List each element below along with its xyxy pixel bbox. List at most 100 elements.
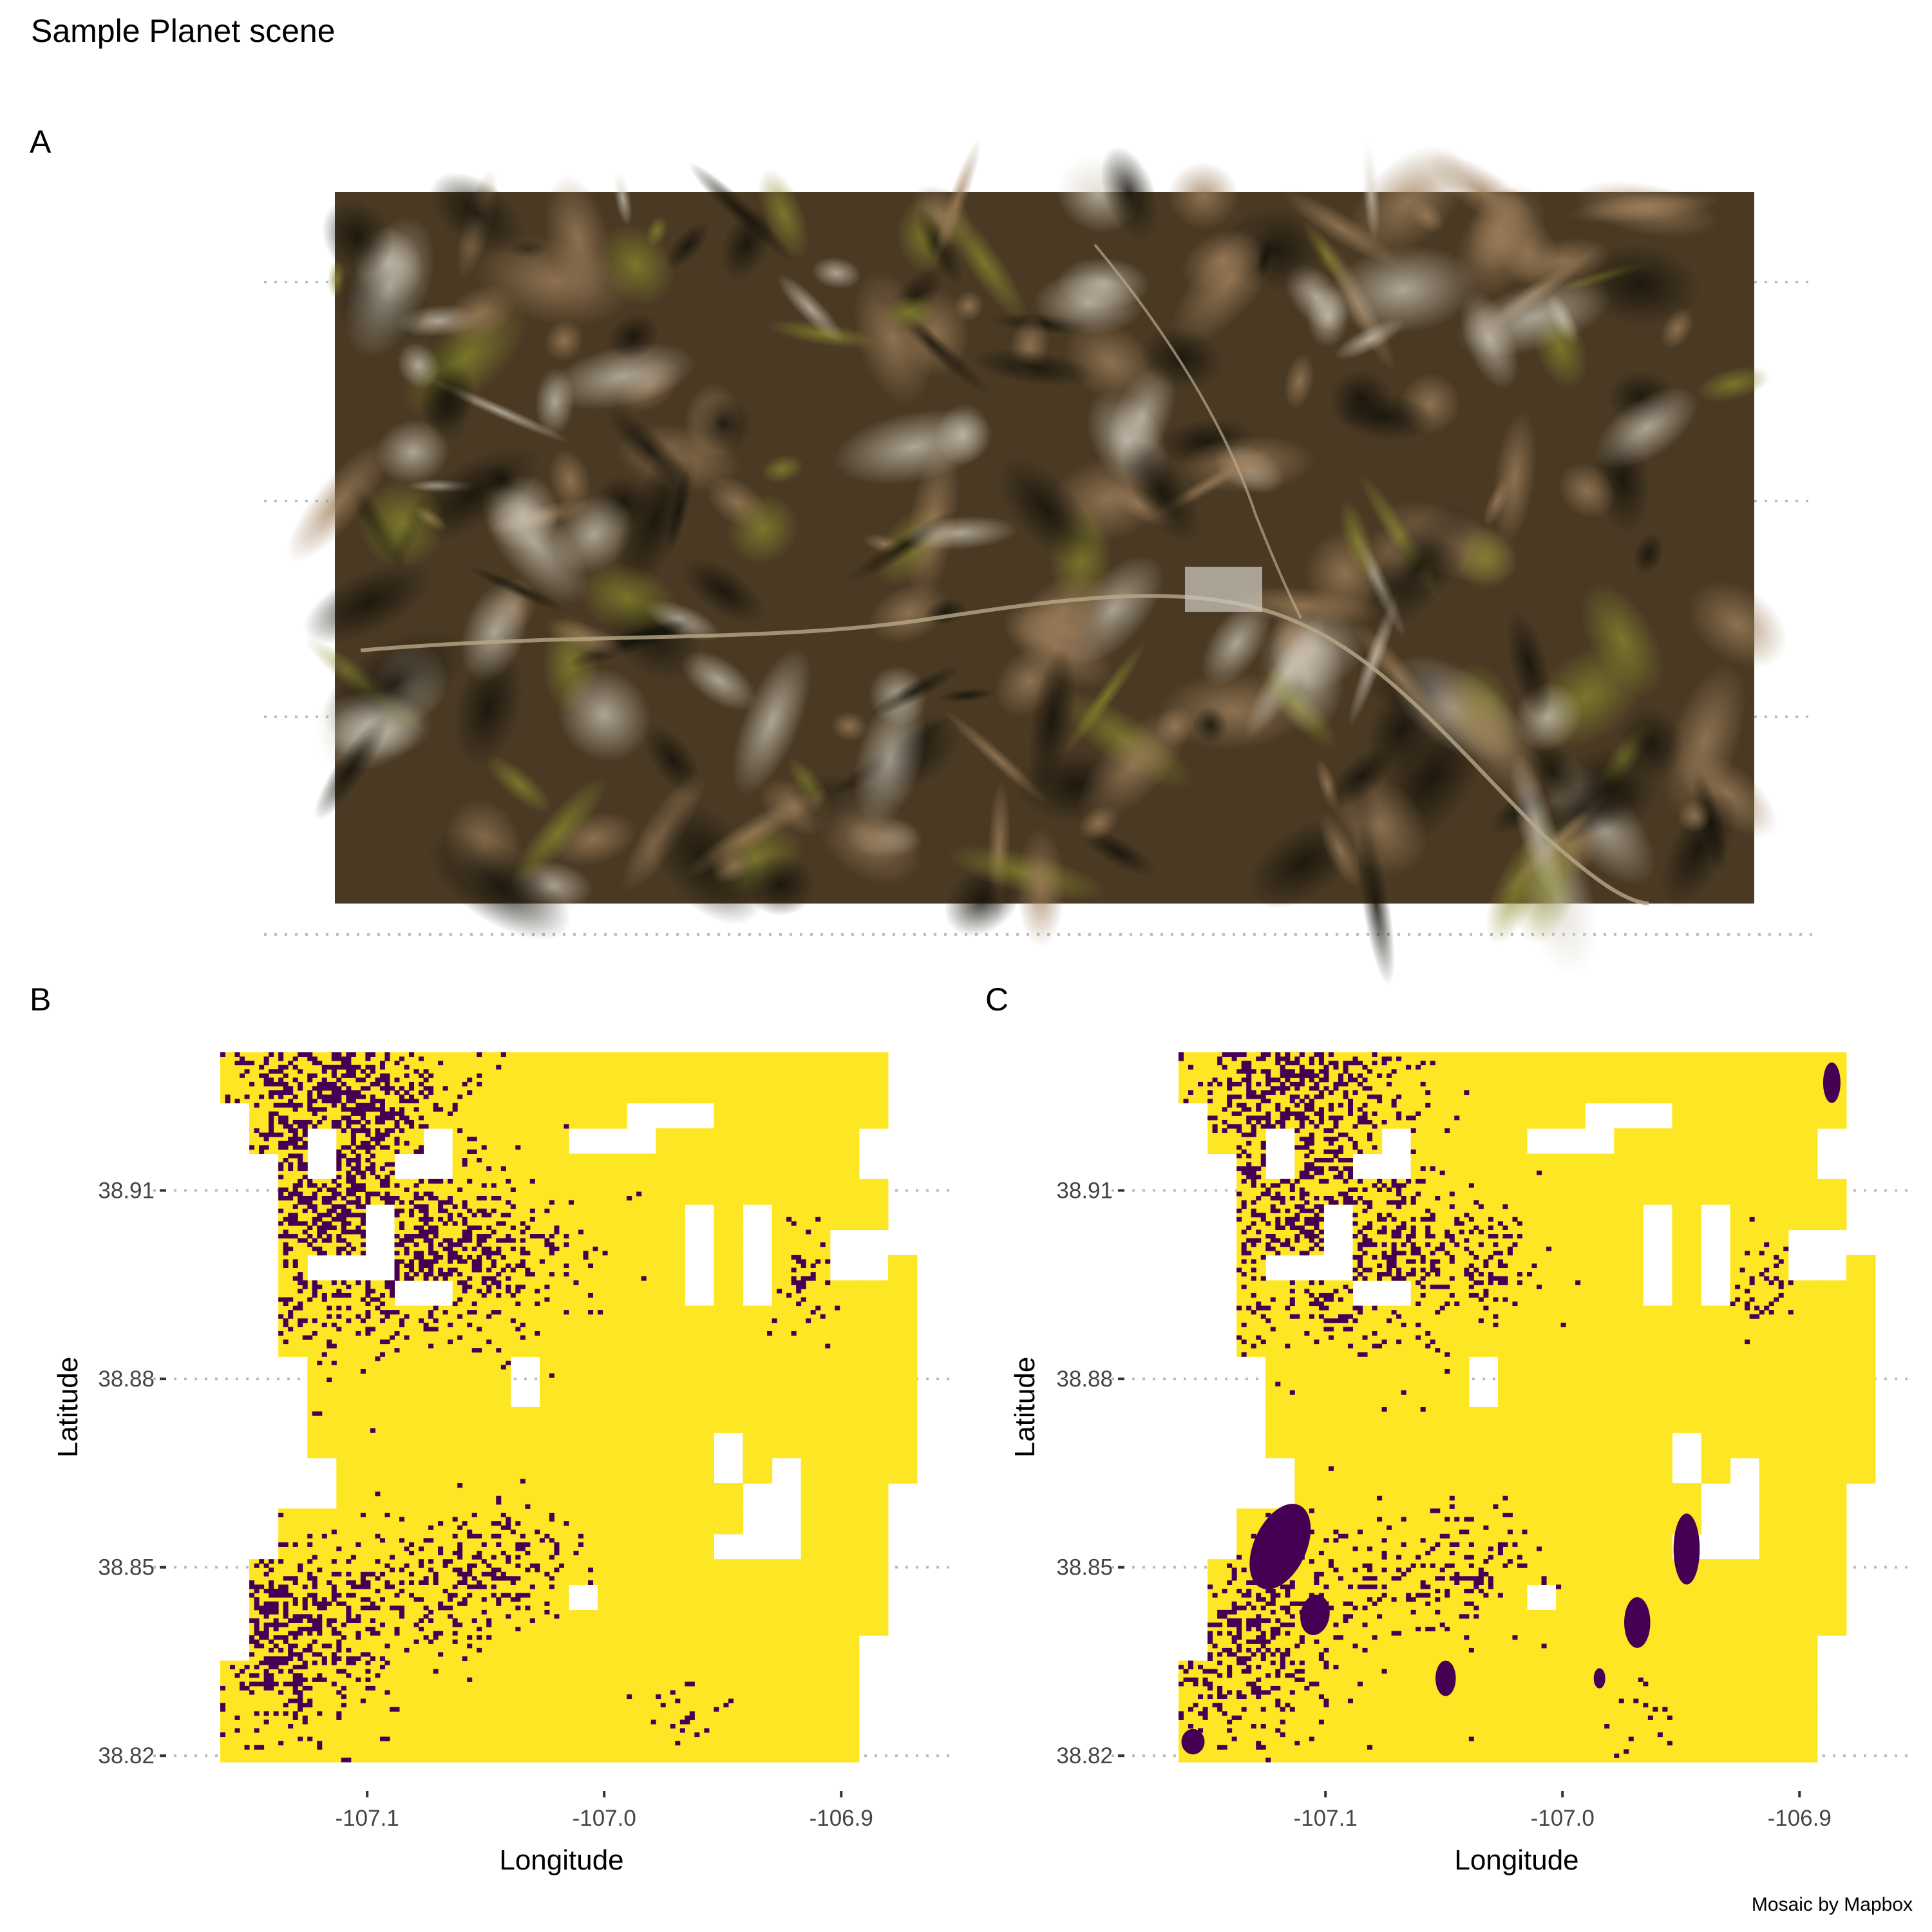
raster-cell: [1439, 1711, 1470, 1738]
raster-cell: [394, 1736, 424, 1763]
raster-cell: [772, 1052, 802, 1078]
raster-cell: [569, 1508, 598, 1535]
raster-cell: [1556, 1153, 1586, 1180]
raster-cell: [1759, 1153, 1789, 1180]
raster-cell: [800, 1635, 831, 1662]
raster-cell: [452, 1685, 482, 1712]
raster-cell: [1527, 1052, 1557, 1078]
raster-cell: [1381, 1432, 1412, 1459]
raster-cell: [858, 1179, 889, 1205]
raster-cell: [1846, 1305, 1876, 1332]
raster-cell: [1410, 1381, 1441, 1408]
raster-cell: [510, 1153, 540, 1180]
raster-cell: [685, 1508, 715, 1535]
raster-cell: [1672, 1077, 1702, 1104]
raster-cell: [772, 1179, 802, 1205]
raster-cell: [336, 1457, 366, 1484]
raster-cell: [1556, 1407, 1586, 1433]
raster-cell: [743, 1103, 773, 1129]
raster-cell: [627, 1381, 656, 1408]
raster-cell: [800, 1533, 831, 1560]
raster-cell: [394, 1660, 424, 1687]
raster-cell: [772, 1736, 802, 1763]
raster-cell: [394, 1381, 424, 1408]
raster-cell: [1585, 1559, 1615, 1586]
raster-cell: [772, 1584, 802, 1611]
raster-cell: [1846, 1356, 1876, 1383]
raster-cell: [1672, 1128, 1702, 1155]
raster-cell: [800, 1381, 831, 1408]
panel-b-tag: B: [30, 981, 52, 1018]
raster-cell: [1468, 1432, 1499, 1459]
panel-c-x-axis: -107.1 -107.0 -106.9: [1294, 1791, 1832, 1831]
raster-cell: [423, 1407, 453, 1433]
raster-cell: [1381, 1736, 1412, 1763]
raster-cell: [1759, 1432, 1789, 1459]
raster-cell: [685, 1432, 715, 1459]
raster-cell: [627, 1280, 656, 1307]
raster-cell: [1643, 1508, 1673, 1535]
raster-cell: [656, 1280, 685, 1307]
raster-cell: [1701, 1635, 1731, 1662]
raster-cell: [1643, 1432, 1673, 1459]
raster-cell: [1701, 1077, 1731, 1104]
raster-cell: [1817, 1280, 1847, 1307]
raster-cell: [743, 1356, 773, 1383]
raster-cell: [656, 1331, 685, 1357]
raster-cell: [1788, 1508, 1818, 1535]
raster-cell: [1352, 1457, 1383, 1484]
raster-cell: [1556, 1052, 1586, 1078]
raster-cell: [1381, 1381, 1412, 1408]
raster-cell: [510, 1660, 540, 1687]
raster-cell: [1817, 1457, 1847, 1484]
raster-cell: [772, 1229, 802, 1256]
raster-cell: [1439, 1128, 1470, 1155]
raster-cell: [656, 1533, 685, 1560]
raster-cell: [569, 1103, 598, 1129]
raster-cell: [1352, 1381, 1383, 1408]
x-tick-label-2: -106.9: [810, 1806, 873, 1831]
raster-cell: [1527, 1153, 1557, 1180]
raster-cell: [1556, 1381, 1586, 1408]
raster-cell: [656, 1635, 685, 1662]
raster-cell: [1701, 1432, 1731, 1459]
raster-cell: [1614, 1685, 1643, 1712]
raster-cell: [1788, 1685, 1818, 1712]
raster-cell: [1556, 1685, 1586, 1712]
raster-cell: [714, 1077, 744, 1104]
raster-cell: [539, 1280, 569, 1307]
raster-cell: [685, 1483, 715, 1510]
raster-cell: [394, 1483, 424, 1510]
raster-cell: [800, 1229, 831, 1256]
raster-cell: [598, 1660, 627, 1687]
raster-cell: [714, 1711, 744, 1738]
raster-cell: [1759, 1635, 1789, 1662]
raster-cell: [1497, 1331, 1528, 1357]
raster-cell: [1585, 1204, 1615, 1231]
raster-cell: [1468, 1685, 1499, 1712]
raster-cell: [569, 1635, 598, 1662]
raster-cell: [656, 1736, 685, 1763]
raster-cell: [394, 1407, 424, 1433]
raster-cell: [685, 1077, 715, 1104]
raster-cell: [887, 1280, 918, 1307]
raster-cell: [1817, 1483, 1847, 1510]
raster-cell: [800, 1432, 831, 1459]
raster-cell: [800, 1128, 831, 1155]
raster-cell: [336, 1432, 366, 1459]
panel-b-y-axis: 38.91 38.88 38.85 38.82: [98, 1179, 166, 1768]
raster-cell: [1497, 1483, 1528, 1510]
raster-cell: [1352, 1356, 1383, 1383]
raster-cell: [1468, 1711, 1499, 1738]
raster-cell: [685, 1128, 715, 1155]
raster-cell: [1701, 1711, 1731, 1738]
raster-cell: [887, 1356, 918, 1383]
raster-cell: [539, 1331, 569, 1357]
raster-cell: [1410, 1685, 1441, 1712]
raster-cell: [829, 1508, 860, 1535]
raster-cell: [829, 1609, 860, 1636]
raster-cell: [627, 1609, 656, 1636]
y-tick-label-3: 38.82: [98, 1743, 155, 1768]
raster-cell: [743, 1052, 773, 1078]
raster-cell: [452, 1483, 482, 1510]
